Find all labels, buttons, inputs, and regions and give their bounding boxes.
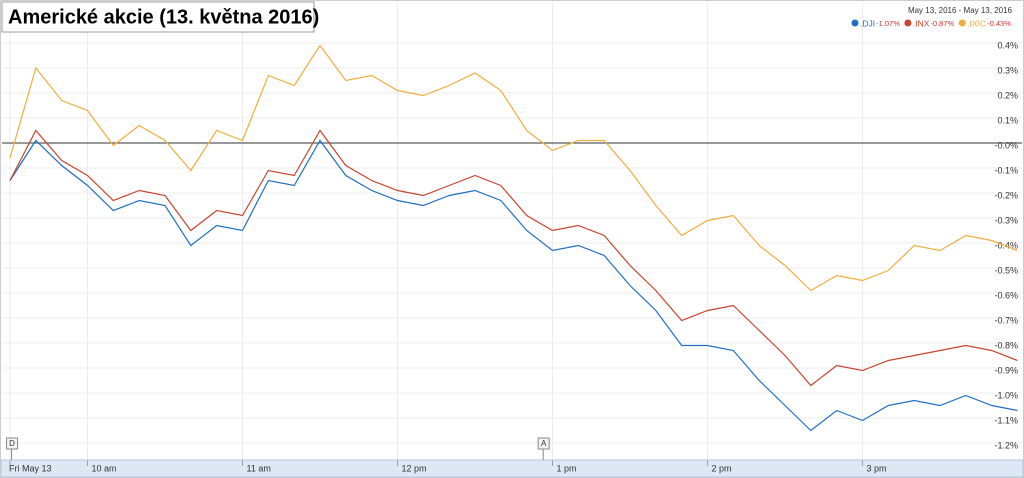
y-tick-label: -0.5% <box>994 265 1018 275</box>
time-axis-bar <box>0 459 1024 478</box>
series-line <box>9 139 1018 432</box>
flag-label: D <box>9 439 15 448</box>
y-tick-label: -0.3% <box>994 215 1018 225</box>
y-tick-label: -1.2% <box>994 440 1018 450</box>
legend-label: .INX <box>913 18 930 28</box>
legend-change: -0.87% <box>930 19 954 28</box>
chart-title: Americké akcie (13. května 2016) <box>8 6 319 28</box>
legend-swatch <box>904 19 912 27</box>
legend-change: -1.07% <box>876 19 900 28</box>
x-tick-label: Fri May 13 <box>9 463 52 473</box>
x-tick-label: 1 pm <box>557 463 577 473</box>
x-tick-label: 2 pm <box>712 463 732 473</box>
legend: .DJI -1.07% .INX -0.87% .IXIC -0.43% <box>851 18 1011 28</box>
y-tick-label: -0.8% <box>994 340 1018 350</box>
y-tick-label: -0.0% <box>994 140 1018 150</box>
series-line <box>9 44 1018 292</box>
y-tick-label: 0.4% <box>997 40 1018 50</box>
x-tick-label: 3 pm <box>867 463 887 473</box>
y-tick-label: -0.7% <box>994 315 1018 325</box>
flag-box <box>6 437 19 450</box>
date-range: May 13, 2016 - May 13, 2016 <box>908 6 1013 15</box>
y-tick-label: -0.4% <box>994 240 1018 250</box>
x-tick-label: 10 am <box>92 463 117 473</box>
flag-label: A <box>541 439 547 448</box>
y-tick-label: 0.2% <box>997 90 1018 100</box>
legend-swatch <box>851 19 859 27</box>
legend-label: .IXIC <box>967 18 986 28</box>
x-tick-label: 12 pm <box>402 463 427 473</box>
series-line <box>9 129 1018 387</box>
y-tick-label: -1.0% <box>994 390 1018 400</box>
y-tick-label: 0.1% <box>997 115 1018 125</box>
y-tick-label: -0.2% <box>994 190 1018 200</box>
title-box <box>1 1 315 33</box>
y-tick-label: -0.9% <box>994 365 1018 375</box>
flag-box <box>537 437 550 450</box>
legend-change: -0.43% <box>987 19 1011 28</box>
x-tick-label: 11 am <box>247 463 271 473</box>
legend-swatch <box>958 19 966 27</box>
y-tick-label: -0.6% <box>994 290 1018 300</box>
y-tick-label: 0.3% <box>997 65 1018 75</box>
y-tick-label: -0.1% <box>994 165 1018 175</box>
y-tick-label: -1.1% <box>994 415 1018 425</box>
legend-label: .DJI <box>860 18 875 28</box>
